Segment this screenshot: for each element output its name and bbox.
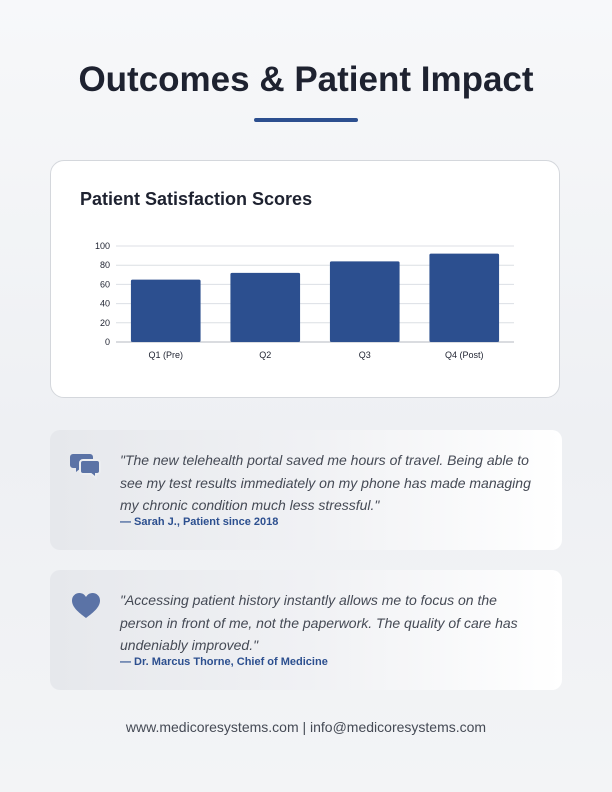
bar: [329, 261, 400, 342]
title-underline: [254, 118, 358, 122]
y-tick-label: 40: [100, 299, 110, 309]
bar: [130, 279, 201, 342]
y-tick-label: 20: [100, 318, 110, 328]
y-tick-label: 100: [95, 241, 110, 251]
testimonial-quote: "Accessing patient history instantly all…: [120, 592, 518, 653]
heart-icon: [72, 593, 100, 618]
chart-title: Patient Satisfaction Scores: [80, 189, 313, 209]
x-tick-label: Q1 (Pre): [148, 350, 183, 360]
testimonial-author: — Dr. Marcus Thorne, Chief of Medicine: [120, 656, 328, 668]
footer-contact: www.medicoresystems.com | info@medicores…: [125, 719, 487, 735]
bar-chart: 0 20 40 60 80 100 Q1 (Pre) Q2 Q3 Q4 (Post): [95, 241, 514, 360]
testimonial-card: "The new telehealth portal saved me hour…: [50, 430, 562, 550]
x-tick-label: Q3: [359, 350, 371, 360]
bar: [230, 272, 301, 342]
speech-bubbles-icon: [70, 454, 101, 481]
testimonial-card: "Accessing patient history instantly all…: [50, 570, 562, 690]
y-tick-label: 60: [100, 279, 110, 289]
page-title: Outcomes & Patient Impact: [78, 60, 534, 99]
chart-card: Patient Satisfaction Scores 0 20 40 60 80 100…: [50, 160, 560, 398]
y-tick-label: 80: [100, 260, 110, 270]
x-tick-label: Q2: [259, 350, 271, 360]
x-tick-label: Q4 (Post): [445, 350, 484, 360]
testimonial-quote: "The new telehealth portal saved me hour…: [120, 452, 531, 513]
testimonial-author: — Sarah J., Patient since 2018: [120, 516, 279, 528]
bar: [429, 253, 500, 342]
y-tick-label: 0: [105, 337, 110, 347]
